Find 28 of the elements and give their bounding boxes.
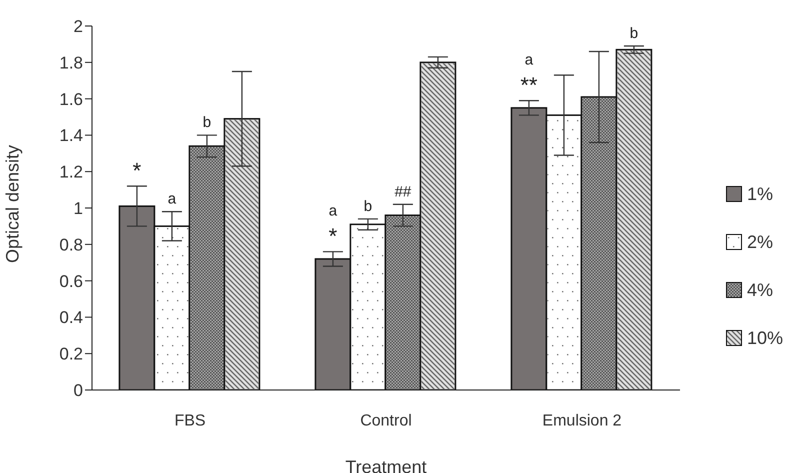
legend-label: 10% bbox=[747, 328, 784, 348]
y-tick-label: 1.8 bbox=[59, 53, 83, 72]
data-label: a ** bbox=[520, 52, 538, 98]
y-tick-label: 0.8 bbox=[59, 235, 83, 254]
legend-label: 1% bbox=[747, 184, 774, 204]
x-tick-label: Emulsion 2 bbox=[542, 412, 622, 430]
data-label: b bbox=[202, 114, 212, 132]
y-tick-label: 0.2 bbox=[59, 344, 83, 364]
data-label: b bbox=[630, 25, 638, 42]
y-tick-label: 1.4 bbox=[59, 126, 83, 146]
y-tick-label: 2 bbox=[74, 17, 83, 36]
y-tick-label: 0 bbox=[74, 381, 83, 400]
y-axis-title: Optical density bbox=[2, 144, 22, 263]
data-label: a * bbox=[328, 202, 338, 249]
legend-label: 2% bbox=[747, 232, 774, 252]
x-tick-label: Control bbox=[360, 412, 412, 430]
y-tick-label: 0.4 bbox=[59, 308, 83, 328]
y-tick-label: 1 bbox=[74, 199, 83, 218]
data-label: b bbox=[364, 198, 372, 215]
y-tick-label: 0.6 bbox=[59, 272, 83, 291]
data-label: * bbox=[132, 158, 142, 184]
y-tick-label: 1.2 bbox=[59, 162, 83, 182]
x-axis-title: Treatment bbox=[345, 457, 427, 473]
data-label: ## bbox=[394, 183, 412, 200]
legend-label: 4% bbox=[747, 280, 774, 300]
y-tick-label: 1.6 bbox=[59, 90, 83, 109]
x-tick-label: FBS bbox=[174, 412, 206, 430]
data-label: a bbox=[168, 190, 177, 208]
